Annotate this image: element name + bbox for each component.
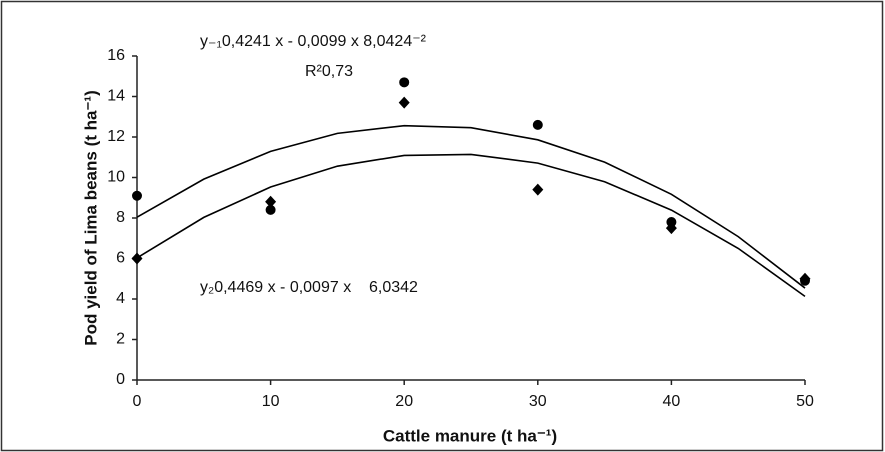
y-tick-label: 4	[116, 290, 125, 307]
point	[131, 252, 143, 265]
fit-curve	[136, 124, 806, 289]
point	[265, 204, 276, 215]
point	[799, 272, 811, 285]
y-tick-label: 14	[107, 88, 125, 105]
point	[532, 183, 544, 196]
x-tick-label: 40	[663, 393, 681, 410]
x-tick-label: 0	[133, 393, 142, 410]
x-tick-label: 50	[796, 393, 814, 410]
x-tick-label: 20	[395, 393, 413, 410]
x-axis-label: Cattle manure (t ha⁻¹)	[383, 426, 557, 445]
annotation: R²0,73	[305, 63, 353, 80]
point	[265, 195, 277, 208]
point	[532, 119, 543, 130]
y-tick-label: 2	[116, 331, 125, 348]
fit-curve	[136, 153, 806, 298]
y-axis-label: Pod yield of Lima beans (t ha⁻¹)	[81, 90, 100, 346]
y-tick-label: 6	[116, 250, 125, 267]
point	[399, 77, 410, 88]
point	[132, 190, 142, 201]
annotation: y₂0,4469 x - 0,0097 x 6,0342	[200, 279, 418, 296]
point	[666, 217, 677, 228]
y-tick-label: 10	[107, 169, 125, 186]
y-tick-label: 0	[116, 371, 125, 388]
point	[665, 222, 677, 235]
x-tick-label: 10	[262, 393, 280, 410]
y-tick-label: 16	[107, 47, 125, 64]
point	[398, 96, 410, 109]
x-tick-label: 30	[529, 393, 547, 410]
annotation: y₋₁0,4241 x - 0,0099 x 8,0424⁻²	[200, 33, 427, 50]
y-tick-label: 12	[107, 128, 125, 145]
y-tick-label: 8	[116, 209, 125, 226]
